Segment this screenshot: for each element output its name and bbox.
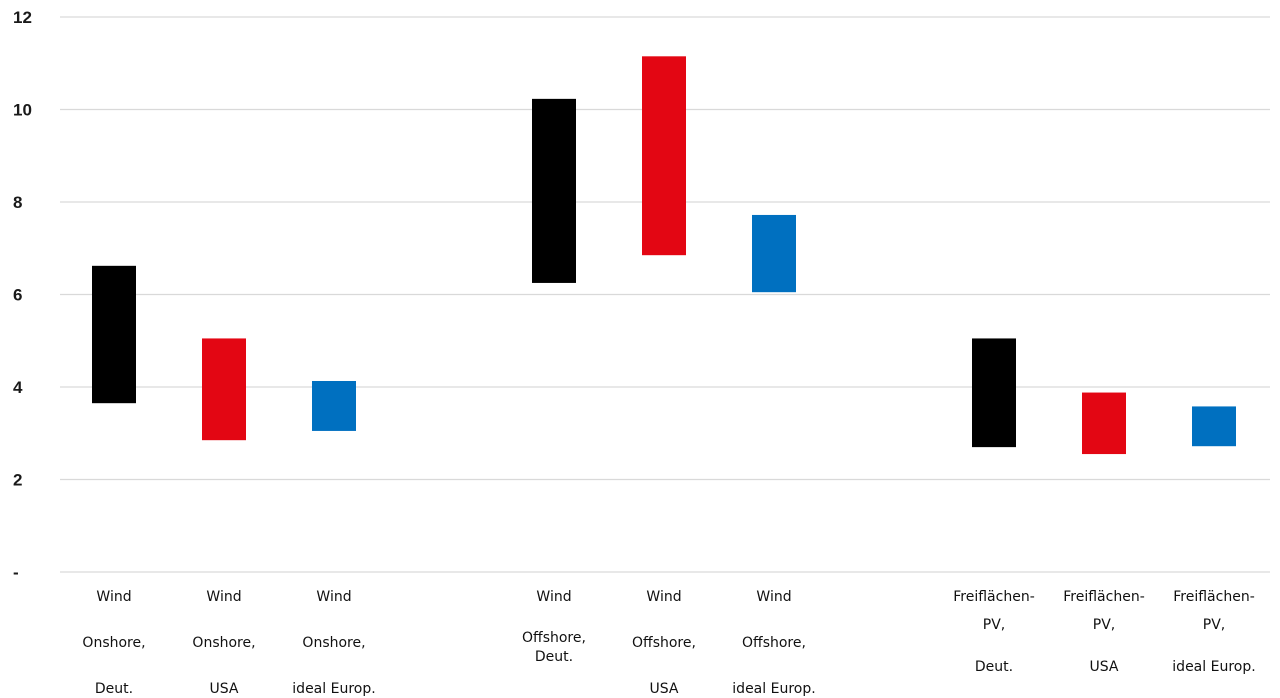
- x-category-label: PV,: [1203, 617, 1225, 633]
- x-category-label: Freiflächen-: [1173, 589, 1255, 605]
- x-category-label: Freiflächen-: [953, 589, 1035, 605]
- y-tick-label: 6: [13, 286, 22, 305]
- x-category-label: Deut.: [95, 681, 133, 697]
- x-axis-category-labels: Wind Onshore, Deut. Wind Onshore, USA Wind Onsh…: [82, 589, 1255, 697]
- x-category-label: Deut.: [975, 659, 1013, 675]
- x-category-label: Onshore,: [192, 635, 255, 651]
- x-category-label: Wind: [206, 589, 241, 605]
- x-category-label: Onshore,: [302, 635, 365, 651]
- x-category-label: Offshore,: [742, 635, 806, 651]
- y-tick-label: -: [13, 563, 19, 582]
- x-category-label: Offshore,: [632, 635, 696, 651]
- x-category-label: PV,: [1093, 617, 1115, 633]
- range-bar: [312, 380, 356, 431]
- x-category-label: Deut.: [535, 649, 573, 665]
- range-bar: [642, 56, 686, 256]
- range-bar: [532, 98, 576, 283]
- x-category-label: ideal Europ.: [292, 681, 375, 697]
- y-tick-label: 2: [13, 471, 22, 490]
- x-category-label: USA: [1090, 659, 1119, 675]
- range-bar: [972, 338, 1016, 448]
- y-tick-label: 4: [13, 378, 23, 397]
- bars: [92, 56, 1236, 455]
- x-category-label: Onshore,: [82, 635, 145, 651]
- x-category-label: Offshore,: [522, 630, 586, 646]
- x-category-label: USA: [650, 681, 679, 697]
- y-tick-label: 12: [13, 8, 32, 27]
- x-category-label: USA: [210, 681, 239, 697]
- range-bar: [202, 338, 246, 441]
- y-axis-ticks: - 2 4 6 8 10 12: [13, 8, 32, 582]
- x-category-label: Freiflächen-: [1063, 589, 1145, 605]
- range-bar: [752, 214, 796, 293]
- x-category-label: Wind: [756, 589, 791, 605]
- x-category-label: ideal Europ.: [1172, 659, 1255, 675]
- y-tick-label: 10: [13, 101, 32, 120]
- range-bar: [1192, 406, 1236, 447]
- range-bar: [92, 265, 136, 404]
- y-tick-label: 8: [13, 193, 22, 212]
- x-category-label: Wind: [96, 589, 131, 605]
- x-category-label: Wind: [316, 589, 351, 605]
- x-category-label: Wind: [536, 589, 571, 605]
- range-bar: [1082, 392, 1126, 455]
- x-category-label: PV,: [983, 617, 1005, 633]
- x-category-label: ideal Europ.: [732, 681, 815, 697]
- x-category-label: Wind: [646, 589, 681, 605]
